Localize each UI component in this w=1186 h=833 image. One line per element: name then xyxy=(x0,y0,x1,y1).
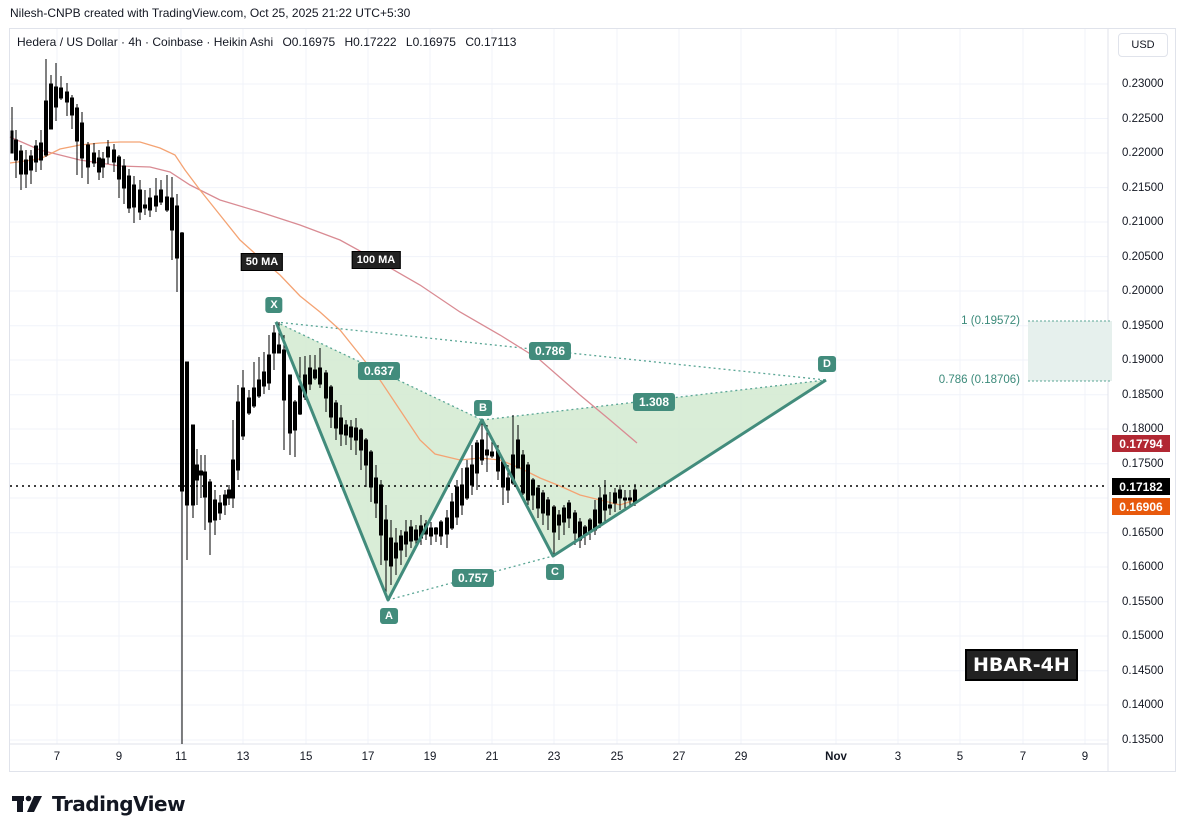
ohlc-open: O0.16975 xyxy=(282,35,336,49)
y-tick: 0.13500 xyxy=(1122,734,1164,746)
chart-frame xyxy=(9,28,1176,772)
y-tick: 0.19500 xyxy=(1122,319,1164,332)
y-tick: 0.14000 xyxy=(1122,699,1164,711)
x-tick: 13 xyxy=(236,751,250,763)
y-tick: 0.18000 xyxy=(1122,423,1164,435)
symbol-legend: Hedera / US Dollar · 4h · Coinbase · Hei… xyxy=(17,35,522,49)
ratio-xab: 0.637 xyxy=(357,362,401,380)
y-tick: 0.14500 xyxy=(1122,664,1164,677)
x-tick: 29 xyxy=(734,751,748,763)
x-tick: 23 xyxy=(547,751,561,763)
y-tick: 0.20000 xyxy=(1122,285,1164,297)
ma50-line xyxy=(9,141,636,506)
price-axis[interactable]: 0.23000 0.22500 0.22000 0.21500 0.21000 … xyxy=(1108,28,1176,746)
ohlc-low: L0.16975 xyxy=(405,35,456,49)
attribution-text: Nilesh-CNPB created with TradingView.com… xyxy=(10,6,411,20)
ma50-price-tag: 0.16906 xyxy=(1112,498,1170,515)
fib-level-1: 1 (0.19572) xyxy=(961,315,1020,327)
y-tick: 0.21000 xyxy=(1122,216,1164,228)
y-tick: 0.22000 xyxy=(1122,147,1164,159)
ratio-bcd: 1.308 xyxy=(632,393,676,411)
y-tick: 0.21500 xyxy=(1122,181,1164,194)
currency-button[interactable]: USD xyxy=(1118,33,1168,57)
x-tick: 17 xyxy=(361,751,375,763)
ticker-badge: HBAR-4H xyxy=(965,649,1078,681)
ratio-xad: 0.786 xyxy=(528,342,572,360)
y-tick: 0.23000 xyxy=(1122,78,1164,90)
y-tick: 0.18500 xyxy=(1122,388,1164,401)
x-tick: 9 xyxy=(115,751,123,763)
ma50-label: 50 MA xyxy=(240,253,284,271)
x-tick: 7 xyxy=(53,751,61,763)
ohlc-high: H0.17222 xyxy=(344,35,397,49)
y-tick: 0.19000 xyxy=(1122,354,1164,366)
point-x-label: X xyxy=(265,297,283,313)
x-tick: 19 xyxy=(423,751,437,763)
x-tick: 21 xyxy=(485,751,499,763)
x-tick: 5 xyxy=(956,751,964,763)
pattern-legs xyxy=(274,321,827,602)
x-tick: 25 xyxy=(610,751,624,763)
x-tick: 15 xyxy=(299,751,313,763)
tradingview-logo[interactable]: TradingView xyxy=(12,792,186,816)
point-c-label: C xyxy=(546,564,564,580)
x-tick: 3 xyxy=(894,751,902,763)
x-tick: 27 xyxy=(672,751,686,763)
x-tick: 11 xyxy=(175,751,187,763)
point-b-label: B xyxy=(474,400,492,416)
point-d-label: D xyxy=(818,356,836,372)
y-tick: 0.17500 xyxy=(1122,457,1164,470)
last-price-tag: 0.17182 xyxy=(1112,478,1170,495)
y-tick: 0.22500 xyxy=(1122,112,1164,125)
fib-level-0786: 0.786 (0.18706) xyxy=(938,374,1020,386)
y-tick: 0.16500 xyxy=(1122,526,1164,539)
y-tick: 0.20500 xyxy=(1122,250,1164,263)
x-tick: 7 xyxy=(1019,751,1027,763)
ratio-abc: 0.757 xyxy=(451,569,495,587)
point-a-label: A xyxy=(380,608,398,624)
x-tick: 9 xyxy=(1081,751,1089,763)
y-tick: 0.15500 xyxy=(1122,595,1164,608)
tradingview-logo-text: TradingView xyxy=(52,792,186,816)
symbol-name: Hedera / US Dollar · 4h · Coinbase · Hei… xyxy=(17,35,274,49)
grid-lines xyxy=(10,29,1108,744)
y-tick: 0.15000 xyxy=(1122,630,1164,642)
x-tick: Nov xyxy=(825,751,847,763)
tradingview-logo-icon xyxy=(12,795,42,812)
prz-zone xyxy=(1028,321,1112,381)
y-tick: 0.16000 xyxy=(1122,561,1164,573)
ma100-price-tag: 0.17794 xyxy=(1112,435,1170,452)
ma100-label: 100 MA xyxy=(351,251,401,269)
candles xyxy=(10,59,637,744)
ohlc-close: C0.17113 xyxy=(465,35,517,49)
